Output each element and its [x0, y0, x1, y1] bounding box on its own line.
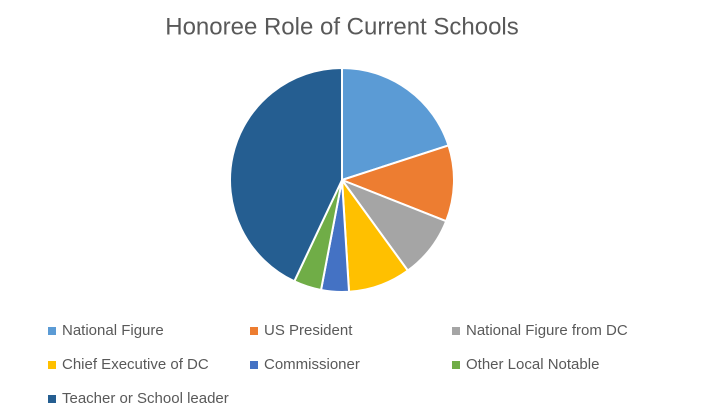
legend-label: Commissioner [264, 356, 360, 373]
legend-swatch [452, 361, 460, 369]
legend-swatch [452, 327, 460, 335]
legend-label: Chief Executive of DC [62, 356, 209, 373]
legend-swatch [48, 327, 56, 335]
legend-label: US President [264, 322, 353, 339]
legend-swatch [48, 361, 56, 369]
legend-label: Other Local Notable [466, 356, 599, 373]
legend-swatch [48, 395, 56, 403]
pie-slice [229, 66, 343, 283]
legend-swatch [250, 327, 258, 335]
legend-swatch [250, 361, 258, 369]
legend-label: National Figure [62, 322, 164, 339]
pie-slice [339, 144, 455, 223]
legend-label: Teacher or School leader [62, 390, 229, 407]
chart-title: Honoree Role of Current Schools [165, 13, 519, 40]
pie-slice [341, 66, 450, 182]
legend-label: National Figure from DC [466, 322, 628, 339]
